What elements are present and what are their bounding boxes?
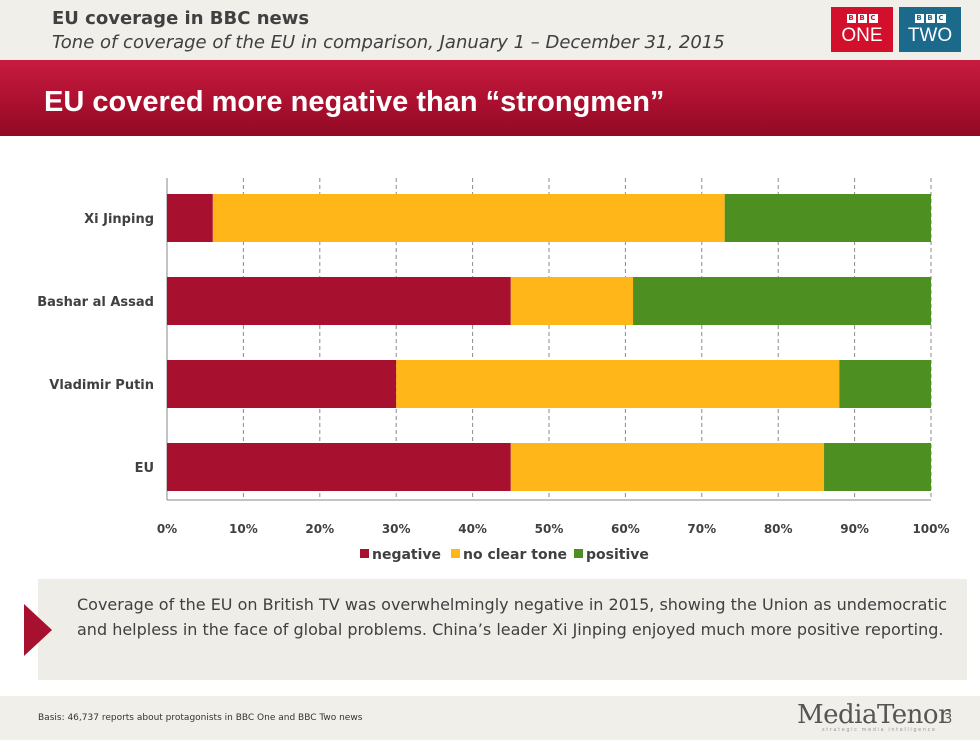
legend-label: no clear tone: [463, 547, 567, 563]
bbc-block: C: [936, 14, 946, 23]
bbc-one-label: ONE: [841, 25, 883, 46]
legend-swatch: [574, 549, 583, 558]
bbc-one-logo: B B C ONE: [831, 7, 893, 52]
tick-label: 60%: [611, 522, 640, 536]
tick-label: 80%: [764, 522, 793, 536]
bbc-block: B: [857, 14, 867, 23]
tick-label: 10%: [229, 522, 258, 536]
tick-label: 40%: [458, 522, 487, 536]
bbc-blocks: B B C: [899, 14, 961, 23]
category-label: EU: [135, 461, 154, 476]
bbc-two-logo: B B C TWO: [899, 7, 961, 52]
bbc-blocks: B B C: [831, 14, 893, 23]
callout-text: Coverage of the EU on British TV was ove…: [77, 595, 947, 639]
bbc-block: B: [846, 14, 856, 23]
bar-segment: [510, 277, 634, 325]
header-bar: [0, 0, 980, 60]
basis-note: Basis: 46,737 reports about protagonists…: [38, 713, 363, 723]
tick-label: 30%: [382, 522, 411, 536]
slide-headline: EU covered more negative than “strongmen…: [44, 86, 665, 118]
tick-label: 50%: [535, 522, 564, 536]
tick-label: 70%: [687, 522, 716, 536]
mediatenor-logo: MediaTenor: [797, 700, 951, 730]
bbc-two-label: TWO: [907, 25, 953, 46]
tick-label: 20%: [305, 522, 334, 536]
tick-label: 100%: [912, 522, 949, 536]
stacked-bar-chart: Xi Jinping Bashar al Assad Vladimir Putin E…: [37, 178, 950, 563]
bar-segment: [724, 194, 931, 242]
category-label: Bashar al Assad: [37, 295, 154, 310]
title-band: [0, 60, 980, 136]
bbc-block: C: [868, 14, 878, 23]
callout-arrow-icon: [24, 604, 52, 656]
tick-label: 90%: [840, 522, 869, 536]
header-title: EU coverage in BBC news: [52, 8, 310, 29]
bar-segment: [510, 443, 825, 491]
legend-swatch: [360, 549, 369, 558]
footer-bar: [0, 696, 980, 740]
mediatenor-tagline: strategic media intelligence: [822, 727, 937, 733]
category-label: Vladimir Putin: [49, 378, 154, 393]
legend-label: positive: [586, 547, 649, 563]
bbc-block: B: [925, 14, 935, 23]
bar-segment: [824, 443, 931, 491]
bbc-block: B: [914, 14, 924, 23]
header-subtitle: Tone of coverage of the EU in comparison…: [52, 32, 725, 53]
legend-swatch: [451, 549, 460, 558]
bar-segment: [633, 277, 931, 325]
bar-segment: [212, 194, 725, 242]
bar-segment: [396, 360, 840, 408]
tick-label: 0%: [157, 522, 177, 536]
bar-segment: [167, 443, 511, 491]
category-label: Xi Jinping: [84, 212, 154, 227]
page-number: 3: [944, 712, 953, 727]
bar-segment: [167, 360, 397, 408]
bar-segment: [167, 194, 213, 242]
legend-label: negative: [372, 547, 441, 563]
bar-segment: [839, 360, 931, 408]
bar-segment: [167, 277, 511, 325]
callout-box: [38, 579, 967, 680]
